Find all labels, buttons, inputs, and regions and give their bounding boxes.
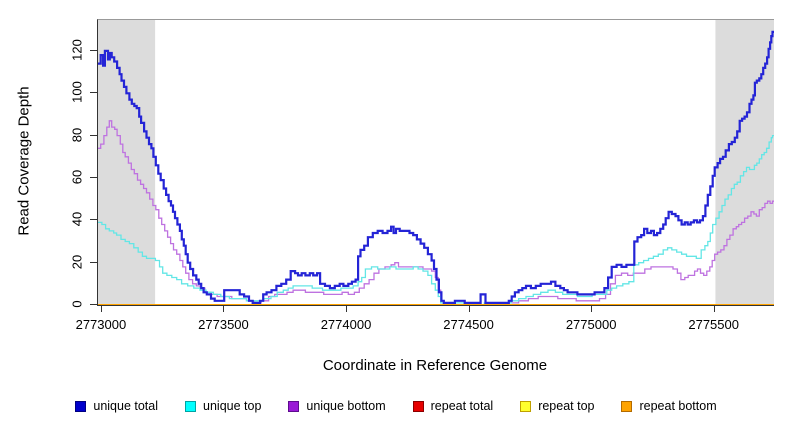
x-tick-label: 2775000 (565, 317, 617, 332)
series-line-unique-total (98, 30, 774, 304)
y-tick-mark (90, 176, 97, 178)
shaded-region (98, 20, 156, 305)
y-tick-label: 0 (69, 300, 85, 308)
x-tick-label: 2773000 (75, 317, 127, 332)
x-tick-label: 2775500 (688, 317, 739, 332)
legend-swatch-icon (288, 400, 300, 412)
legend-label: unique bottom (306, 399, 386, 413)
x-tick-mark (346, 306, 348, 312)
legend-item: repeat top (520, 399, 594, 413)
x-tick-mark (468, 306, 470, 312)
legend-item: unique bottom (288, 399, 386, 413)
legend-label: repeat total (430, 399, 494, 413)
chart-legend: unique total unique top unique bottom repea… (0, 399, 792, 413)
y-tick-label: 80 (69, 127, 85, 142)
x-tick-mark (223, 306, 225, 312)
series-line-unique-bottom (98, 120, 774, 305)
y-tick-mark (90, 134, 97, 136)
legend-label: repeat bottom (639, 399, 717, 413)
legend-label: unique top (203, 399, 262, 413)
x-tick-label: 2774000 (320, 317, 372, 332)
x-tick-mark (591, 306, 593, 312)
legend-item: repeat total (412, 399, 494, 413)
x-tick-mark (713, 306, 715, 312)
plot-area (97, 19, 774, 306)
x-tick-label: 2773500 (198, 317, 249, 332)
legend-item: unique total (75, 399, 158, 413)
x-tick-label: 2774500 (443, 317, 494, 332)
legend-item: repeat bottom (621, 399, 717, 413)
x-tick-mark (100, 306, 102, 312)
y-tick-mark (90, 261, 97, 263)
legend-label: repeat top (538, 399, 595, 413)
legend-swatch-icon (75, 400, 87, 412)
y-tick-mark (90, 92, 97, 94)
y-tick-label: 60 (69, 169, 85, 185)
y-tick-label: 120 (69, 39, 85, 61)
legend-swatch-icon (185, 400, 197, 412)
x-axis-title: Coordinate in Reference Genome (322, 357, 548, 374)
y-tick-mark (90, 219, 97, 221)
legend-swatch-icon (412, 400, 424, 412)
legend-item: unique top (185, 399, 261, 413)
y-tick-label: 100 (69, 81, 85, 104)
y-tick-mark (90, 304, 97, 305)
plot-canvas (98, 20, 774, 305)
legend-swatch-icon (520, 400, 532, 412)
y-tick-label: 40 (69, 212, 85, 227)
legend-label: unique total (93, 399, 159, 413)
y-tick-label: 20 (69, 254, 85, 269)
y-axis-title: Read Coverage Depth (15, 86, 33, 236)
legend-swatch-icon (621, 400, 633, 412)
y-tick-mark (90, 49, 97, 51)
